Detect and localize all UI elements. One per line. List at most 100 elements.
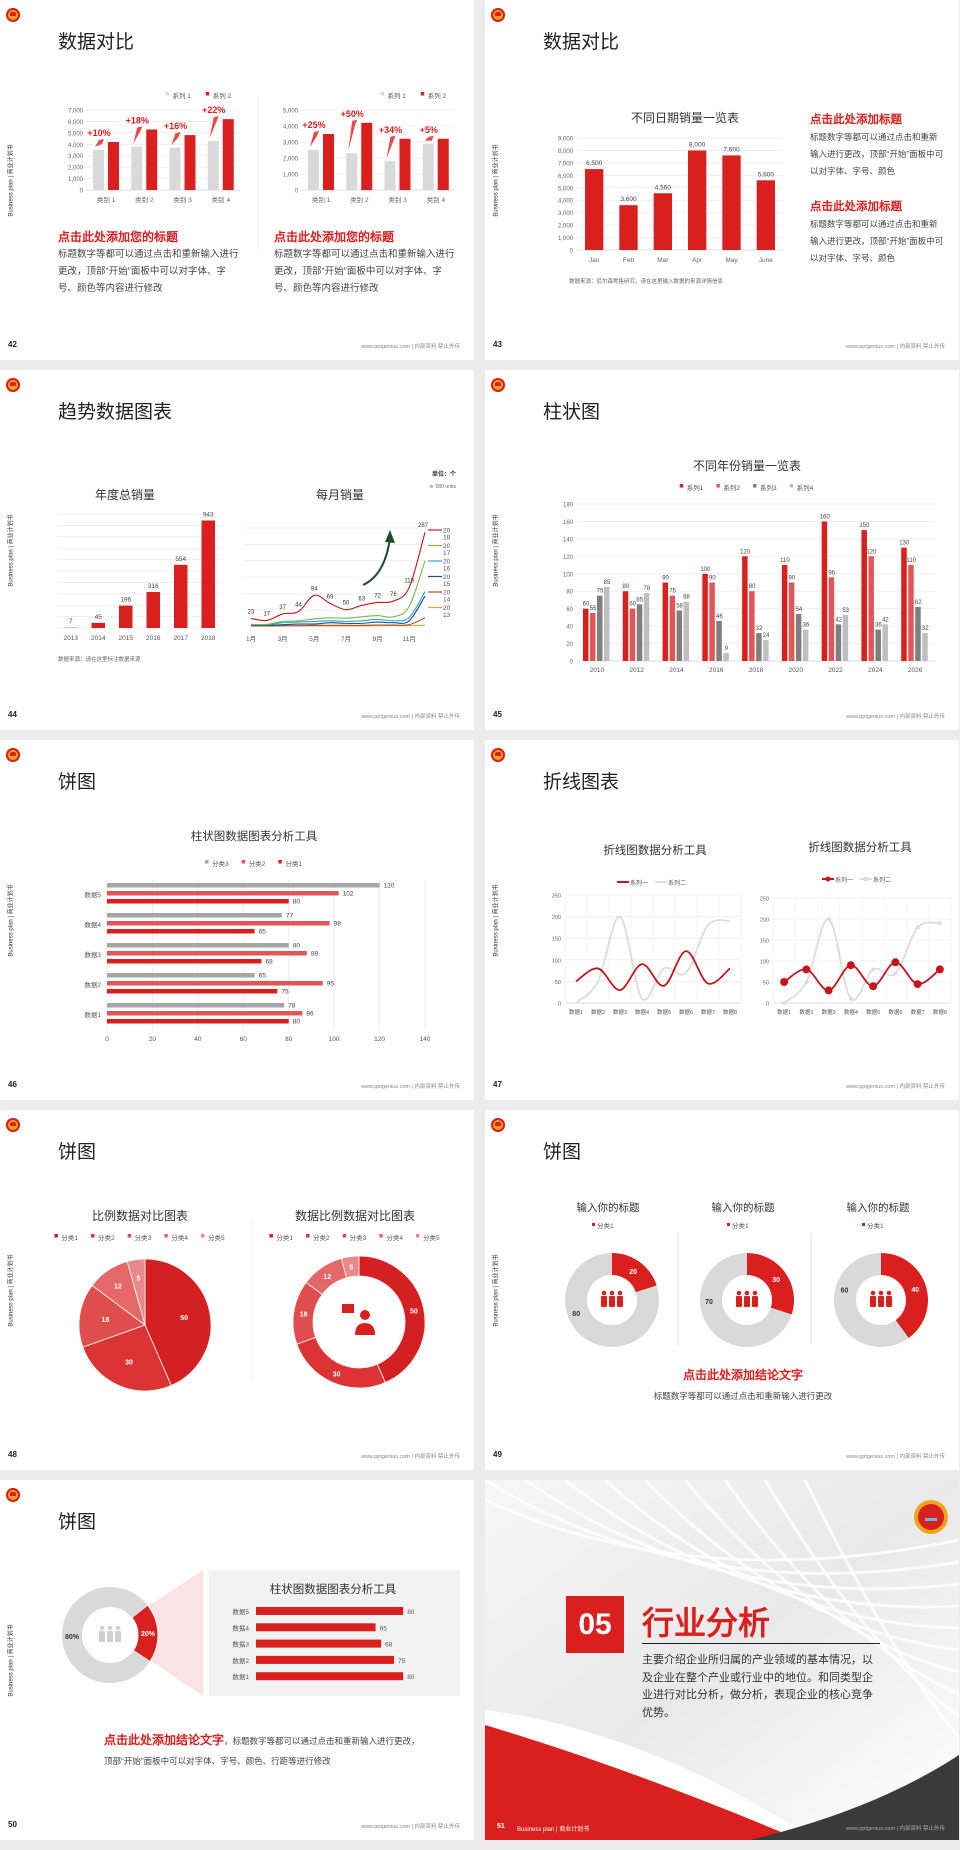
bar-系列4 [922, 633, 928, 661]
x-tick-label: 类别 1 [97, 195, 116, 204]
data-label: 60 [629, 602, 636, 608]
y-category-label: 数据4 [84, 920, 101, 929]
legend-item: 分类2 [306, 1233, 330, 1242]
x-tick-label: 1月 [246, 635, 256, 643]
legend-item: 分类2 [241, 859, 266, 868]
legend-label: 系列3 [760, 483, 777, 492]
footer-text: www.pptgenius.com | 内部资料 禁止外传 [846, 714, 945, 720]
bar-系列3 [875, 629, 881, 661]
x-tick-label: 7月 [341, 635, 351, 643]
donut-slice-rest [700, 1253, 792, 1347]
data-label: 90 [662, 576, 669, 582]
data-label: 65 [259, 973, 267, 980]
side-label: Business plan | 商业计划书 [8, 884, 15, 957]
x-tick-label: 5月 [309, 635, 319, 643]
legend-label: 分类2 [98, 1233, 115, 1242]
x-tick-label: 类别 2 [350, 195, 369, 204]
slide-51: 05 行业分析 主要介绍企业所归属的产业领域的基本情况，以及企业在整个产业或行业中的… [485, 1480, 959, 1840]
x-tick-label: 类别 1 [312, 195, 331, 204]
x-tick-label: 120 [374, 1036, 385, 1043]
bar [585, 169, 604, 250]
red-wave [485, 1725, 800, 1840]
growth-annotation: +10% [87, 128, 110, 138]
bar-系列1 [662, 582, 669, 661]
y-category-label: 数据5 [84, 890, 101, 899]
bar-分类1 [107, 929, 255, 934]
donut-slice-highlight [747, 1253, 794, 1315]
slice-label: 60 [841, 1287, 849, 1294]
section-heading: 点击此处添加标题 [810, 114, 902, 126]
legend-swatch [306, 1234, 310, 1238]
bar-分类3 [107, 913, 282, 918]
bar-系列3 [716, 620, 722, 661]
growth-annotation: +25% [302, 120, 325, 130]
section-description: 主要介绍企业所归属的产业领域的基本情况，以及企业在整个产业或行业中的地位。和同类… [642, 1654, 873, 1719]
legend-label: 分类1 [61, 1233, 78, 1242]
legend-swatch [342, 1234, 347, 1238]
bar-系列4 [604, 586, 610, 661]
data-label: 60 [583, 602, 590, 608]
side-label: Business plan | 商业计划书 [493, 884, 500, 957]
data-label: 554 [175, 556, 186, 563]
data-point-marker [893, 971, 898, 976]
bar-系列1 [702, 573, 708, 661]
bar [119, 605, 133, 628]
decorative-curve [603, 1480, 959, 1630]
x-tick-label: 2013 [64, 635, 79, 642]
section-body: 标题数字等都可以通过点击和重新输入进行更改，顶部“开始”面板中可以对字体、字号、… [58, 249, 239, 294]
bar [201, 520, 215, 628]
legend-label: 20 15 [443, 574, 451, 588]
legend-swatch [164, 1234, 168, 1238]
bar-series-2 [222, 119, 234, 190]
legend-item: 分类5 [415, 1233, 440, 1242]
growth-arrow-icon [95, 139, 104, 147]
legend-item: 分类1 [269, 1233, 293, 1242]
growth-arrow-icon [348, 119, 358, 151]
bar-系列2 [749, 591, 755, 661]
bar-分类3 [107, 1003, 285, 1008]
side-label: Business plan | 商业计划书 [8, 1624, 15, 1697]
legend-swatch [54, 1234, 58, 1238]
bar-系列2 [868, 556, 874, 661]
line-series-2015 [250, 595, 426, 626]
data-label: 120 [740, 549, 751, 555]
y-tick-label: 120 [563, 555, 574, 561]
legend-label: 系列 1 [387, 91, 406, 100]
slice-label: 20% [141, 1631, 156, 1638]
page-number: 48 [8, 1450, 17, 1459]
slide-canvas: 不同年份销量一览表 0 20 40 60 80 100 120 140 160 180 系列1 系列2 系… [563, 458, 935, 674]
y-tick-label: 2,000 [283, 157, 299, 163]
legend-swatch [205, 92, 210, 96]
data-label: 36 [803, 623, 810, 629]
data-label: 65 [259, 929, 267, 936]
chart-title: 柱状图数据图表分析工具 [191, 829, 318, 843]
growth-arrow-icon [310, 131, 319, 147]
data-label: 69 [327, 594, 334, 600]
bar [722, 155, 741, 250]
x-tick-label: 数据2 [799, 1008, 813, 1016]
legend-label: 系列一 [630, 879, 648, 887]
y-tick-label: 20 [566, 642, 573, 648]
x-tick-label: 数据7 [911, 1008, 925, 1016]
page-number: 47 [493, 1080, 502, 1089]
data-label: 150 [859, 523, 870, 529]
section-heading: 点击此处添加您的标题 [58, 230, 179, 244]
slide-title: 饼图 [58, 1512, 97, 1533]
slide-44: 年度总销量 7 2013 45 2014 196 2015 316 2016 554 2017 943… [0, 370, 474, 730]
legend-item: 系列 2 [205, 91, 232, 100]
legend-swatch [380, 92, 384, 96]
data-label: 100 [700, 567, 711, 573]
y-tick-label: 50 [763, 981, 769, 987]
legend-marker [863, 876, 869, 882]
line-series-2017 [250, 560, 426, 626]
bar-系列1 [901, 547, 907, 661]
y-tick-label: 4,000 [283, 125, 299, 131]
y-tick-label: 6,000 [68, 120, 84, 126]
legend-swatch [205, 860, 209, 864]
bar-series-2 [146, 129, 158, 190]
data-label: 98 [334, 921, 342, 928]
data-label: 85 [604, 580, 611, 586]
legend-swatch [379, 1234, 383, 1238]
